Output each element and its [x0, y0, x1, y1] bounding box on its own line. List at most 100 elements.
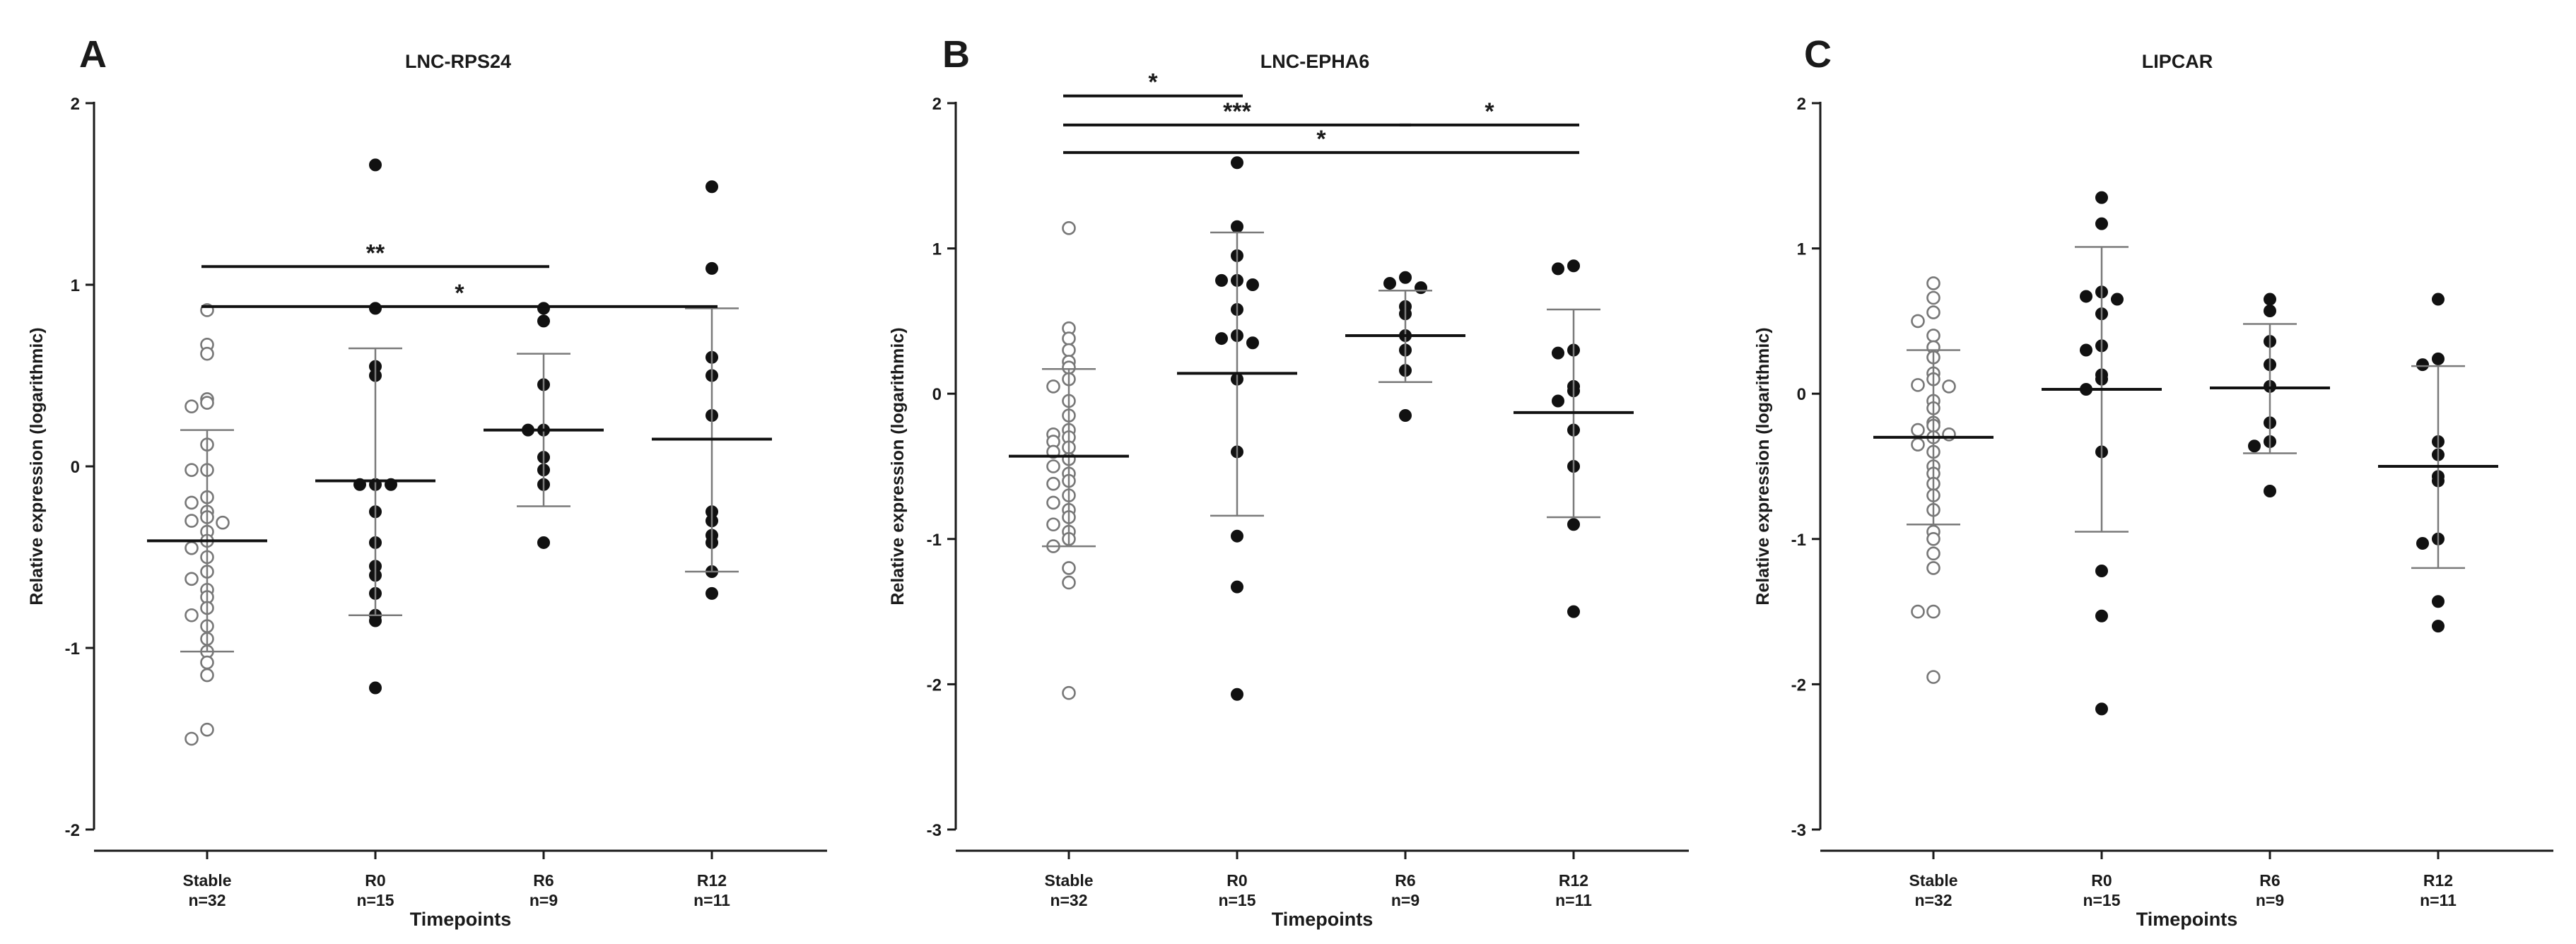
y-tick-label: 0 [71, 458, 80, 477]
data-point [185, 514, 199, 528]
y-axis-label: Relative expression (logarithmic) [888, 327, 908, 605]
data-point [1911, 604, 1925, 619]
y-tick-label: 1 [71, 276, 80, 295]
group-size-label: n=9 [1391, 891, 1419, 909]
panel-letter: A [79, 33, 107, 76]
significance-label: ** [366, 240, 385, 266]
data-point [1567, 605, 1580, 618]
data-point [1567, 259, 1580, 273]
data-point [1399, 409, 1412, 423]
data-point [1046, 476, 1060, 491]
data-point [2111, 293, 2124, 306]
data-point [1231, 688, 1243, 701]
y-tick-label: -1 [65, 639, 80, 659]
group-size-label: n=15 [1218, 891, 1255, 909]
data-point [369, 158, 382, 172]
x-tick-label: R12 [1559, 871, 1588, 890]
y-tick-label: -2 [927, 675, 942, 695]
data-point [216, 515, 230, 530]
x-tick-label: Stable [182, 871, 231, 890]
chart-title: LIPCAR [2142, 51, 2213, 72]
data-point [200, 396, 214, 410]
x-tick-label: R12 [697, 871, 727, 890]
group-size-label: n=11 [2420, 891, 2457, 909]
panel-letter: C [1804, 33, 1832, 76]
data-point [537, 314, 550, 328]
data-point [369, 614, 382, 627]
data-point [2248, 439, 2261, 453]
data-point [185, 495, 199, 510]
data-point [1552, 262, 1564, 276]
group-size-label: n=32 [1914, 891, 1952, 909]
data-point [1926, 670, 1940, 684]
x-axis-label: Timepoints [2136, 909, 2238, 930]
data-point [2432, 595, 2445, 608]
x-tick-label: R6 [2259, 871, 2280, 890]
data-point [2432, 352, 2445, 365]
data-point [185, 541, 199, 555]
x-tick-label: R6 [533, 871, 554, 890]
data-point [1231, 580, 1243, 594]
x-tick-label: R0 [2091, 871, 2112, 890]
data-point [1911, 437, 1925, 452]
group-size-label: n=9 [2256, 891, 2284, 909]
significance-label: *** [1223, 98, 1251, 125]
y-tick-label: -3 [927, 821, 942, 840]
y-tick-label: -1 [1791, 531, 1806, 550]
data-point [1911, 378, 1925, 392]
data-point [200, 346, 214, 361]
data-point [1926, 290, 1940, 305]
data-point [2095, 609, 2108, 623]
significance-label: * [1148, 69, 1158, 96]
data-point [1911, 314, 1925, 329]
data-point [200, 668, 214, 683]
y-tick-label: 2 [1797, 95, 1806, 114]
data-point [1926, 329, 1940, 343]
y-axis-label: Relative expression (logarithmic) [1753, 327, 1773, 605]
data-point [1231, 220, 1243, 233]
data-point [1399, 271, 1412, 284]
data-point [185, 399, 199, 413]
panel-c: C LIPCAR -3 -2 -1 0 1 2 Relative expression (log… [1753, 33, 2553, 930]
y-tick-label: 2 [71, 95, 80, 114]
data-point [1926, 531, 1940, 546]
y-tick-label: -2 [1791, 675, 1806, 695]
data-point [1926, 604, 1940, 619]
data-point [1926, 305, 1940, 319]
y-tick-label: 0 [932, 385, 942, 404]
group-size-label: n=15 [2083, 891, 2120, 909]
data-point [1062, 343, 1076, 358]
data-point [185, 463, 199, 477]
y-tick-label: 1 [1797, 240, 1806, 259]
data-point [200, 722, 214, 737]
data-point [537, 536, 550, 549]
data-point [537, 302, 550, 315]
data-point [1942, 379, 1956, 394]
data-point [706, 180, 718, 194]
data-point [369, 681, 382, 695]
x-axis-label: Timepoints [1272, 909, 1374, 930]
data-point [1046, 495, 1060, 510]
data-point [2264, 484, 2276, 497]
data-point [1062, 561, 1076, 575]
data-point [1062, 685, 1076, 700]
data-point [1246, 278, 1259, 291]
data-point [2264, 293, 2276, 306]
group-size-label: n=11 [693, 891, 730, 909]
y-tick-label: -3 [1791, 821, 1806, 840]
data-point [1046, 379, 1060, 394]
y-tick-label: -2 [65, 821, 80, 840]
x-tick-label: Stable [1909, 871, 1957, 890]
data-point [185, 731, 199, 746]
group-size-label: n=32 [188, 891, 226, 909]
data-point [2080, 343, 2092, 357]
data-point [2095, 565, 2108, 578]
y-axis-label: Relative expression (logarithmic) [27, 327, 47, 605]
chart-title: LNC-EPHA6 [1260, 51, 1370, 72]
y-tick-label: 1 [932, 240, 942, 259]
group-size-label: n=15 [356, 891, 394, 909]
panel-letter: B [942, 33, 970, 76]
data-point [2264, 305, 2276, 318]
data-point [1246, 336, 1259, 350]
